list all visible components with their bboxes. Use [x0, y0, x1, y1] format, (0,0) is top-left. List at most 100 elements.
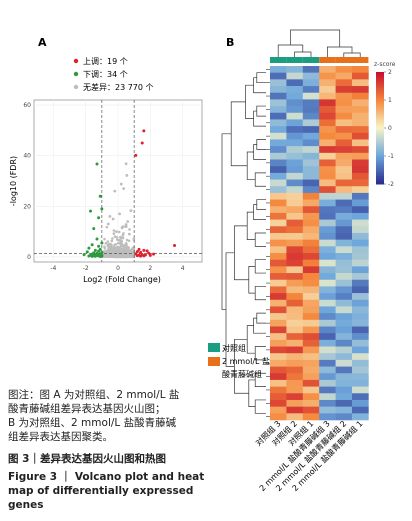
dendrogram-branch [254, 286, 266, 301]
point-ns [123, 250, 126, 254]
colorbar-segment [376, 88, 384, 91]
heatmap-cell [302, 353, 320, 361]
heatmap-cell [352, 366, 369, 374]
heatmap-cell [335, 146, 353, 154]
point-down [95, 162, 99, 166]
point-up [137, 247, 141, 251]
heatmap-cell [302, 206, 320, 214]
colorbar-segment [376, 166, 384, 169]
colorbar-tick-label: -2 [388, 181, 394, 188]
heatmap-cell [319, 366, 336, 374]
heatmap-cell [286, 152, 304, 160]
heatmap-cell [352, 373, 369, 381]
heatmap-cell [270, 319, 287, 327]
heatmap-cell [286, 72, 304, 80]
heatmap-cell [319, 406, 336, 414]
colorbar-segment [376, 140, 384, 143]
heatmap-cell [286, 286, 304, 294]
heatmap-cell [286, 386, 304, 394]
heatmap-cell [302, 393, 320, 401]
point-ns [119, 182, 123, 186]
heatmap-cell [352, 86, 369, 94]
heatmap-cell [270, 99, 287, 107]
heatmap-cell [319, 259, 336, 267]
heatmap-cell [352, 119, 369, 127]
heatmap-cell [286, 333, 304, 341]
point-down [97, 244, 101, 248]
heatmap-cell [352, 399, 369, 407]
point-down [98, 255, 102, 259]
heatmap-cell [319, 273, 336, 281]
colorbar-segment [376, 132, 384, 135]
heatmap-cell [270, 299, 287, 307]
point-ns [128, 228, 131, 231]
heatmap-cell [286, 253, 304, 260]
panel-label-a: A [38, 36, 47, 49]
heatmap-cell [335, 219, 353, 227]
point-ns [102, 250, 106, 254]
point-ns [111, 217, 115, 221]
heatmap-cell [352, 286, 369, 294]
point-ns [120, 242, 124, 245]
row-dendrogram [221, 69, 270, 417]
point-down [93, 248, 97, 252]
point-up [173, 244, 177, 248]
heatmap-cell [302, 319, 320, 327]
heatmap-cell [270, 406, 287, 414]
legend-label-up: 上调：19 个 [83, 57, 128, 66]
heatmap-cell [302, 359, 320, 367]
colorbar-segment [376, 158, 384, 161]
heatmap-cell [352, 132, 369, 140]
heatmap-cell [352, 106, 369, 114]
heatmap-cell [335, 266, 353, 274]
heatmap-cell [352, 259, 369, 267]
dendrogram-branch [254, 172, 266, 187]
heatmap-cell [319, 119, 336, 127]
point-ns [119, 236, 122, 239]
heatmap-cell [270, 413, 287, 421]
heatmap-cell [286, 219, 304, 227]
point-ns [104, 241, 108, 245]
dendrogram-branch [230, 101, 248, 167]
dendrogram-branch [246, 325, 256, 354]
heatmap-cell [270, 286, 287, 294]
heatmap-cell [286, 413, 304, 421]
colorbar-segment [376, 128, 384, 131]
heatmap-cell [335, 79, 353, 87]
heatmap-cell [270, 172, 287, 180]
heatmap-cell [335, 132, 353, 140]
point-ns [103, 237, 106, 241]
heatmap-cell [302, 293, 320, 301]
y-tick-label: 60 [23, 102, 31, 109]
point-ns [124, 162, 128, 166]
heatmap-cell [319, 266, 336, 274]
heatmap-cell [286, 266, 304, 274]
point-ns [125, 225, 128, 228]
dendrogram-branch [254, 259, 266, 274]
heatmap-cell [286, 119, 304, 127]
heatmap-cell [302, 66, 320, 73]
heatmap-cell [335, 326, 353, 334]
dendrogram-branch [290, 29, 341, 47]
heatmap-cell [352, 72, 369, 80]
caption-note-line: B 为对照组、2 mmol/L 盐酸青藤碱 [8, 417, 177, 429]
heatmap-cell [270, 119, 287, 127]
colorbar-segment [376, 104, 384, 107]
heatmap-cell [319, 373, 336, 381]
group-annotation-cell [270, 57, 287, 63]
heatmap-cell [335, 399, 353, 407]
colorbar-segment [376, 94, 384, 97]
dendrogram-branch [253, 204, 266, 220]
group-legend-label-treated-line2: 酸青藤碱组 [222, 369, 262, 379]
heatmap-cell [319, 206, 336, 214]
heatmap-cell [286, 186, 304, 194]
heatmap-cell [352, 299, 369, 307]
heatmap-cell [286, 399, 304, 407]
heatmap-cell [286, 346, 304, 354]
caption-note-line: 组差异表达基因聚类。 [8, 431, 113, 443]
point-up [140, 141, 144, 145]
heatmap-cell [352, 239, 369, 247]
x-tick-label: 4 [181, 265, 185, 272]
heatmap-cell [319, 126, 336, 134]
